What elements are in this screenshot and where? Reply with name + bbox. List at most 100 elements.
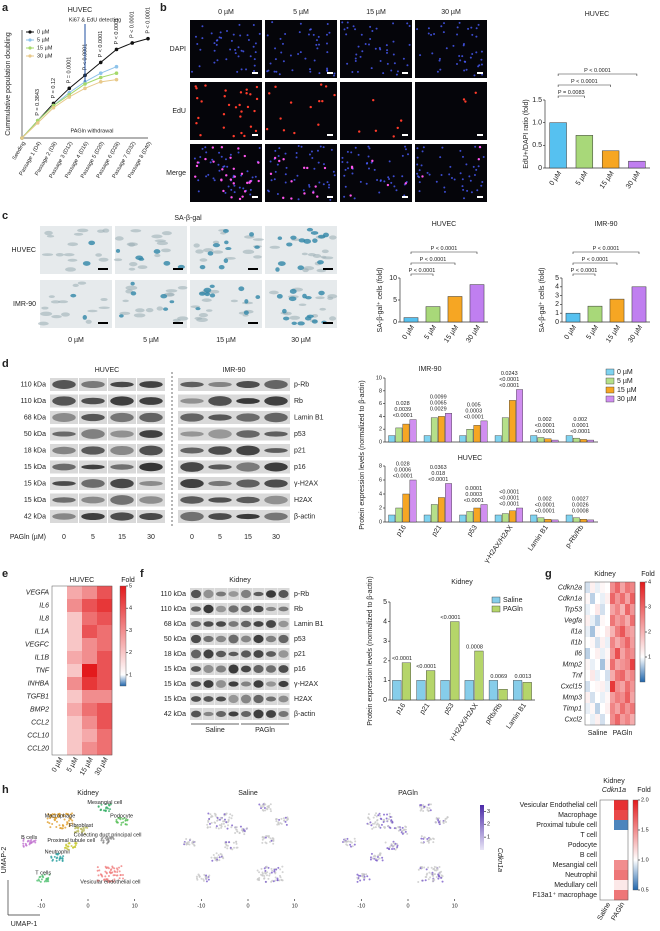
bar: [565, 435, 573, 443]
umap-point: [420, 804, 423, 807]
umap-point: [49, 817, 52, 820]
cell: [161, 231, 172, 236]
umap-point: [264, 880, 267, 883]
umap-point: [432, 873, 435, 876]
blot-bg: [262, 493, 290, 507]
group-label: IMR-90: [223, 367, 246, 374]
umap-point: [268, 872, 271, 875]
edu-dot: [194, 175, 197, 178]
y-tick-label: 2: [379, 427, 382, 433]
chart-title: HUVEC: [432, 221, 457, 228]
bar: [551, 439, 559, 443]
umap-point: [218, 859, 221, 862]
column-label: 5 µM: [143, 337, 159, 344]
blot-band: [265, 635, 277, 643]
umap-title: Saline: [238, 790, 258, 797]
x-tick-label: p21: [419, 702, 431, 716]
nucleus: [234, 52, 237, 55]
edu-dot: [255, 85, 259, 89]
heat-cell: [82, 690, 98, 704]
heat-cell: [600, 637, 606, 649]
nucleus: [278, 73, 281, 76]
nucleus: [436, 70, 439, 73]
nucleus: [468, 175, 471, 178]
nucleus: [213, 61, 216, 64]
cell: [126, 242, 138, 247]
nucleus: [285, 166, 288, 169]
nucleus: [328, 183, 331, 186]
stained-cell: [243, 310, 249, 315]
umap-point: [70, 844, 73, 847]
blot-bg: [215, 633, 227, 645]
umap-point: [272, 838, 275, 841]
umap-point: [120, 821, 123, 824]
nucleus: [443, 22, 446, 25]
nucleus: [293, 178, 296, 181]
umap-point: [433, 865, 436, 868]
stained-cell: [169, 300, 175, 304]
heat-cell: [600, 615, 606, 627]
umap-point: [387, 825, 390, 828]
umap-point: [259, 805, 262, 808]
nucleus: [367, 145, 370, 148]
bar: [498, 689, 508, 701]
heat-cell: [615, 615, 621, 627]
umap-point: [104, 865, 107, 868]
heat-cell: [600, 670, 606, 682]
nucleus: [193, 157, 196, 160]
heat-cell: [585, 582, 591, 594]
nucleus: [213, 179, 216, 182]
blot-band: [203, 696, 214, 702]
stained-cell: [277, 261, 286, 266]
umap-point: [349, 843, 352, 846]
bar: [459, 435, 467, 443]
nucleus: [390, 69, 393, 72]
nucleus: [475, 35, 478, 38]
umap-point: [423, 805, 426, 808]
bracket: [410, 262, 456, 265]
point: [114, 77, 119, 82]
edu-dot: [234, 106, 238, 109]
stained-cell: [297, 265, 305, 271]
annotation: Ki67 & EdU detecting: [69, 17, 121, 23]
bar: [426, 670, 436, 701]
blot-band: [264, 380, 288, 389]
blot-band: [264, 412, 288, 423]
umap-point: [240, 829, 243, 832]
heat-cell: [97, 742, 113, 756]
blot-band: [264, 512, 288, 521]
blot-band: [215, 605, 227, 613]
row-label: Cdkn1a: [558, 595, 582, 602]
umap-point: [381, 856, 384, 859]
edu-dot: [204, 157, 207, 161]
blot-band: [215, 710, 227, 718]
row-label: IL6: [39, 602, 49, 609]
nucleus: [386, 62, 389, 65]
umap-point: [419, 867, 422, 870]
umap-point: [405, 826, 408, 829]
nucleus: [371, 29, 374, 32]
y-tick-label: 2: [383, 658, 387, 665]
edu-dot: [273, 156, 277, 160]
umap-point: [105, 872, 108, 875]
nucleus: [254, 51, 257, 54]
stained-cell: [199, 265, 206, 270]
bar: [501, 513, 509, 523]
row-label: TNF: [35, 667, 49, 674]
umap-point: [215, 826, 218, 829]
nucleus: [373, 168, 376, 171]
blot-band: [240, 711, 252, 717]
nucleus: [327, 186, 330, 189]
colorbar-label: Fold: [637, 787, 651, 794]
edu-dot: [323, 166, 327, 170]
blot-bg: [265, 633, 277, 645]
nucleus: [439, 156, 442, 159]
umap-point: [261, 805, 264, 808]
umap-point: [420, 808, 423, 811]
x-tick-label: 10: [292, 903, 298, 909]
heat-cell: [605, 615, 611, 627]
umap-point: [71, 819, 74, 822]
cell: [319, 307, 327, 311]
nucleus: [229, 48, 232, 51]
umap-point: [102, 841, 105, 844]
